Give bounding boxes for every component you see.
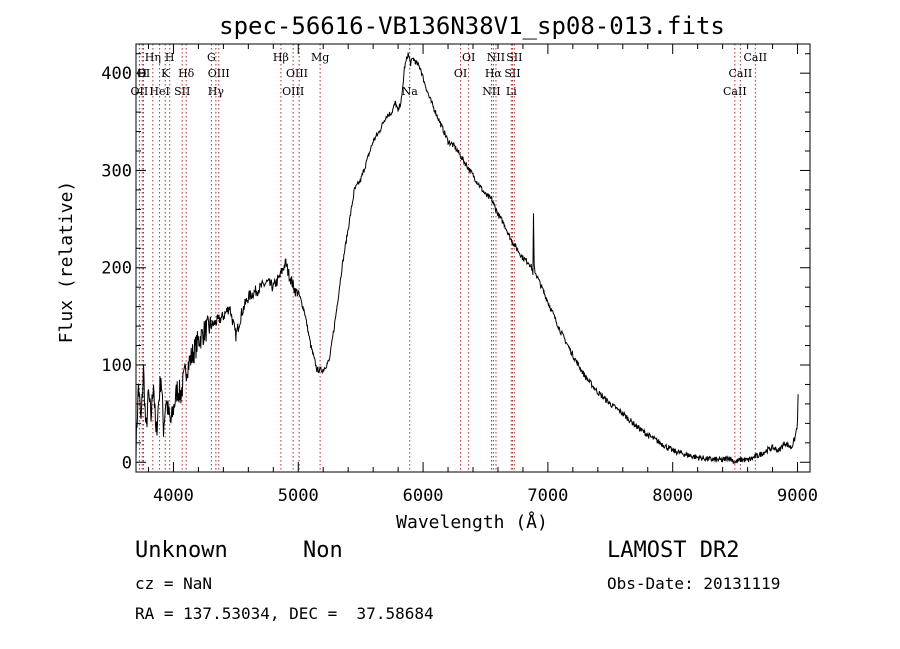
spectral-line-label: H bbox=[165, 51, 175, 64]
y-axis-label: Flux (relative) bbox=[56, 181, 77, 344]
class-label: Unknown bbox=[135, 538, 228, 563]
spectral-line-label: Hα bbox=[485, 67, 503, 80]
y-tick-label: 400 bbox=[101, 64, 132, 84]
spectral-line-label: CaII bbox=[723, 85, 747, 98]
spectral-line-label: Hδ bbox=[178, 67, 195, 80]
spectral-line-label: OI bbox=[137, 67, 150, 80]
x-axis-label: Wavelength (Å) bbox=[396, 511, 548, 533]
obs-date-label: Obs-Date: 20131119 bbox=[607, 574, 781, 593]
spectrum-line bbox=[135, 52, 799, 464]
y-tick-label: 300 bbox=[101, 161, 132, 181]
spectral-line-label: OII bbox=[131, 85, 149, 98]
spectral-line-label: HeI bbox=[149, 85, 169, 98]
x-tick-label: 6000 bbox=[403, 486, 444, 506]
spectral-line-label: CaII bbox=[743, 51, 767, 64]
y-tick-label: 200 bbox=[101, 259, 132, 279]
spectral-line-label: Li bbox=[506, 85, 517, 98]
spectral-line-label: NII bbox=[487, 51, 505, 64]
spectral-line-label: OIII bbox=[282, 85, 304, 98]
spectral-line-label: OIII bbox=[286, 67, 308, 80]
spectral-line-label: K bbox=[161, 67, 170, 80]
spectral-line-label: NII bbox=[482, 85, 500, 98]
spectral-line-label: SII bbox=[174, 85, 190, 98]
spectral-line-label: SII bbox=[504, 67, 520, 80]
x-tick-label: 7000 bbox=[527, 486, 568, 506]
y-tick-label: 100 bbox=[101, 356, 132, 376]
chart-title: spec-56616-VB136N38V1_sp08-013.fits bbox=[219, 12, 725, 40]
spectral-line-label: OI bbox=[454, 67, 467, 80]
survey-label: LAMOST DR2 bbox=[607, 538, 740, 563]
subclass-label: Non bbox=[303, 538, 343, 563]
y-tick-label: 0 bbox=[122, 453, 132, 473]
plot-area: 4000 5000 6000 7000 8000 90000100200300400OII… bbox=[101, 43, 818, 506]
x-tick-label: 9000 bbox=[777, 486, 818, 506]
spectral-line-label: H bbox=[137, 67, 147, 80]
x-tick-label: 4000 bbox=[153, 486, 194, 506]
x-tick-label: 8000 bbox=[652, 486, 693, 506]
spectral-line-label: Hβ bbox=[273, 51, 289, 64]
plot-frame bbox=[135, 43, 811, 473]
spectral-line-label: Na bbox=[402, 85, 419, 98]
coordinates-label: RA = 137.53034, DEC = 37.58684 bbox=[135, 604, 434, 623]
spectral-line-label: G bbox=[207, 51, 216, 64]
spectral-line-label: Hη bbox=[145, 51, 161, 64]
spectral-line-label: Hγ bbox=[208, 85, 225, 98]
spectral-line-label: SII bbox=[506, 51, 522, 64]
redshift-label: cz = NaN bbox=[135, 574, 213, 593]
spectral-line-label: Mg bbox=[311, 51, 329, 64]
spectral-line-label: CaII bbox=[729, 67, 753, 80]
x-tick-label: 5000 bbox=[278, 486, 319, 506]
spectral-line-label: OI bbox=[462, 51, 475, 64]
spectral-line-label: OIII bbox=[208, 67, 230, 80]
